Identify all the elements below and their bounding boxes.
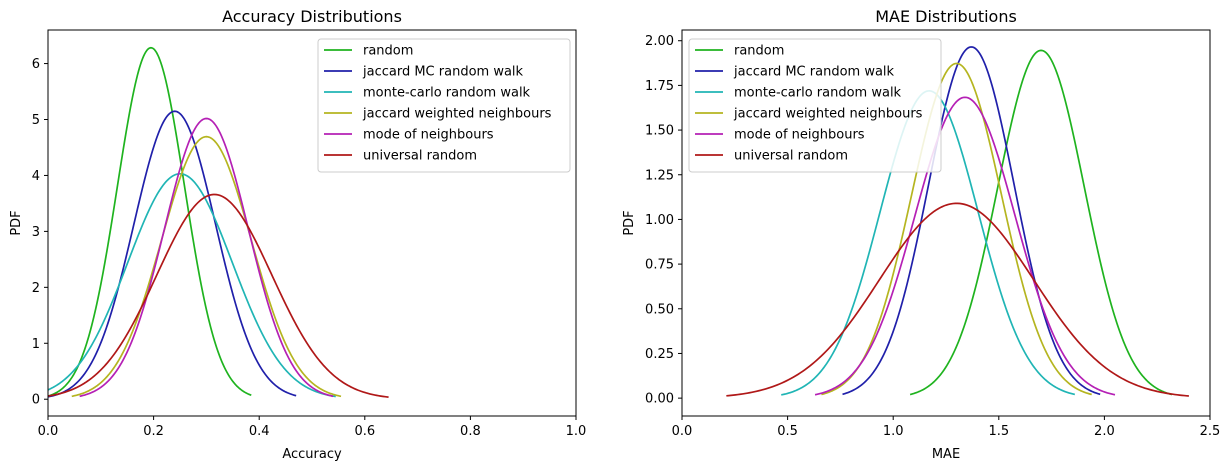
series-line-jaccard-mc-random-walk bbox=[842, 46, 1101, 396]
y-tick-label: 1.75 bbox=[645, 79, 674, 94]
chart-title: Accuracy Distributions bbox=[222, 7, 402, 26]
series-line-monte-carlo-random-walk bbox=[47, 172, 336, 398]
x-tick-label: 0.5 bbox=[777, 424, 798, 439]
y-tick-label: 2 bbox=[32, 281, 40, 296]
legend-box bbox=[688, 38, 942, 173]
y-tick-label: 1.25 bbox=[645, 168, 674, 183]
series-line-jaccard-mc-random-walk bbox=[47, 110, 297, 398]
y-tick-label: 0 bbox=[32, 393, 40, 408]
series-line-random bbox=[47, 46, 252, 397]
y-tick-label: 0.50 bbox=[645, 302, 674, 317]
series-line-jaccard-weighted-neighbours bbox=[71, 135, 342, 398]
legend-label: jaccard weighted neighbours bbox=[362, 107, 552, 122]
x-tick-label: 1.0 bbox=[566, 424, 587, 439]
legend-label: mode of neighbours bbox=[363, 128, 494, 143]
legend-label: universal random bbox=[734, 149, 848, 164]
x-tick-label: 2.0 bbox=[1094, 424, 1115, 439]
series-line-universal-random bbox=[47, 193, 389, 398]
y-tick-label: 0.25 bbox=[645, 347, 674, 362]
x-tick-label: 0.6 bbox=[354, 424, 375, 439]
series-line-jaccard-weighted-neighbours bbox=[821, 62, 1092, 396]
y-axis-label: PDF bbox=[9, 210, 24, 235]
y-axis-label: PDF bbox=[622, 210, 637, 235]
x-tick-label: 1.5 bbox=[988, 424, 1009, 439]
y-tick-label: 1.50 bbox=[645, 124, 674, 139]
x-tick-label: 0.0 bbox=[38, 424, 59, 439]
legend-label: jaccard MC random walk bbox=[733, 65, 895, 80]
series-line-random bbox=[909, 49, 1173, 396]
legend-label: monte-carlo random walk bbox=[363, 86, 531, 101]
x-axis-label: Accuracy bbox=[282, 447, 342, 462]
series-line-mode-of-neighbours bbox=[79, 117, 334, 398]
y-tick-label: 4 bbox=[32, 169, 40, 184]
y-tick-label: 0.00 bbox=[645, 392, 674, 407]
x-axis-label: MAE bbox=[932, 447, 960, 462]
y-tick-label: 6 bbox=[32, 57, 40, 72]
x-tick-label: 0.0 bbox=[672, 424, 693, 439]
legend: random jaccard MC random walk monte-carlo … bbox=[688, 38, 942, 173]
legend-label: universal random bbox=[363, 149, 477, 164]
x-tick-label: 0.2 bbox=[143, 424, 164, 439]
y-tick-label: 1.00 bbox=[645, 213, 674, 228]
series-line-universal-random bbox=[726, 202, 1189, 397]
y-tick-label: 3 bbox=[32, 225, 40, 240]
legend-label: jaccard MC random walk bbox=[362, 65, 524, 80]
x-tick-label: 0.8 bbox=[460, 424, 481, 439]
x-tick-label: 0.4 bbox=[249, 424, 270, 439]
legend-box bbox=[317, 38, 571, 173]
plot-frame bbox=[47, 29, 577, 417]
chart-title: MAE Distributions bbox=[875, 7, 1017, 26]
x-tick-label: 2.5 bbox=[1200, 424, 1221, 439]
chart-panel-1: 0.0 0.2 0.4 0.6 0.8 1.0 0 1 2 3 4 5 6 Accuracy Distri… bbox=[9, 7, 586, 462]
y-tick-label: 1 bbox=[32, 337, 40, 352]
plot-frame bbox=[681, 29, 1211, 417]
legend-label: random bbox=[363, 44, 413, 59]
legend-label: mode of neighbours bbox=[734, 128, 865, 143]
series-line-mode-of-neighbours bbox=[814, 96, 1116, 396]
y-tick-label: 0.75 bbox=[645, 258, 674, 273]
legend-label: monte-carlo random walk bbox=[734, 86, 902, 101]
x-tick-label: 1.0 bbox=[883, 424, 904, 439]
legend-label: random bbox=[734, 44, 784, 59]
legend-label: jaccard weighted neighbours bbox=[733, 107, 923, 122]
chart-panel-2: 0.0 0.5 1.0 1.5 2.0 2.5 0.00 0.25 0.50 0.75 1.00 1.… bbox=[622, 7, 1220, 462]
legend: random jaccard MC random walk monte-carlo … bbox=[317, 38, 571, 173]
y-tick-label: 5 bbox=[32, 113, 40, 128]
y-tick-label: 2.00 bbox=[645, 34, 674, 49]
